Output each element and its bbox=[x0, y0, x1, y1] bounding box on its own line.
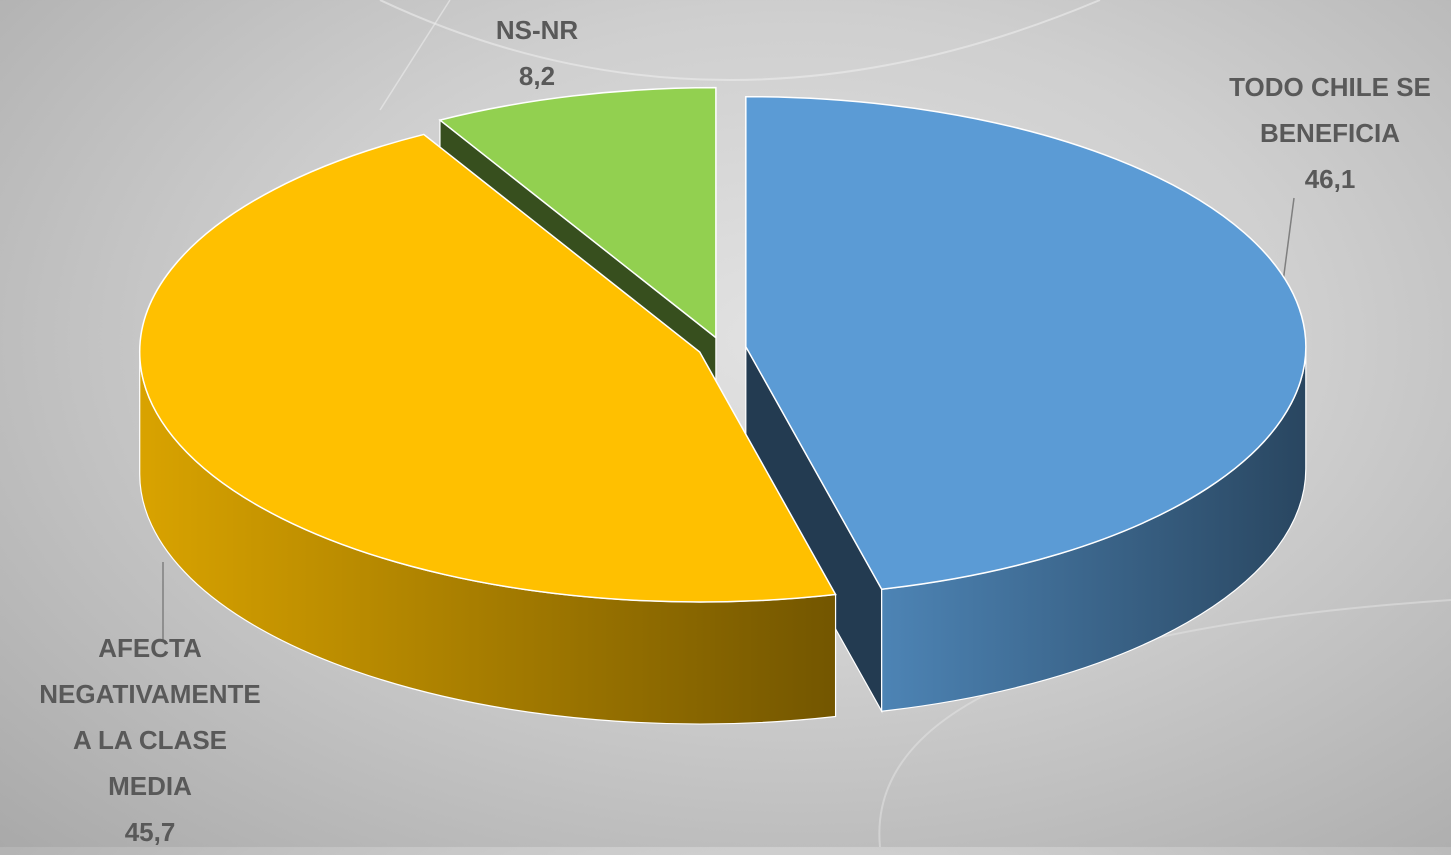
slice-label: NS-NR 8,2 bbox=[437, 7, 637, 99]
leader-line bbox=[1282, 197, 1295, 283]
pie bbox=[138, 86, 1307, 725]
category-label: NS-NR bbox=[495, 15, 579, 45]
background-arc bbox=[379, 0, 1101, 81]
slice-top bbox=[438, 86, 717, 340]
category-label: AFECTA NEGATIVAMENTE A LA CLASE MEDIA bbox=[39, 633, 261, 801]
slice-label: AFECTA NEGATIVAMENTE A LA CLASE MEDIA 45… bbox=[32, 625, 268, 855]
background-line bbox=[379, 0, 451, 111]
slice bbox=[138, 133, 837, 725]
slice-label: TODO CHILE SE BENEFICIA 46,1 bbox=[1222, 64, 1438, 202]
value-label: 45,7 bbox=[124, 817, 176, 847]
category-label: TODO CHILE SE BENEFICIA bbox=[1229, 72, 1431, 148]
slice-top bbox=[138, 133, 837, 603]
value-label: 46,1 bbox=[1304, 164, 1356, 194]
slice-top bbox=[745, 95, 1307, 591]
value-label: 8,2 bbox=[518, 61, 556, 91]
slice bbox=[745, 95, 1307, 714]
